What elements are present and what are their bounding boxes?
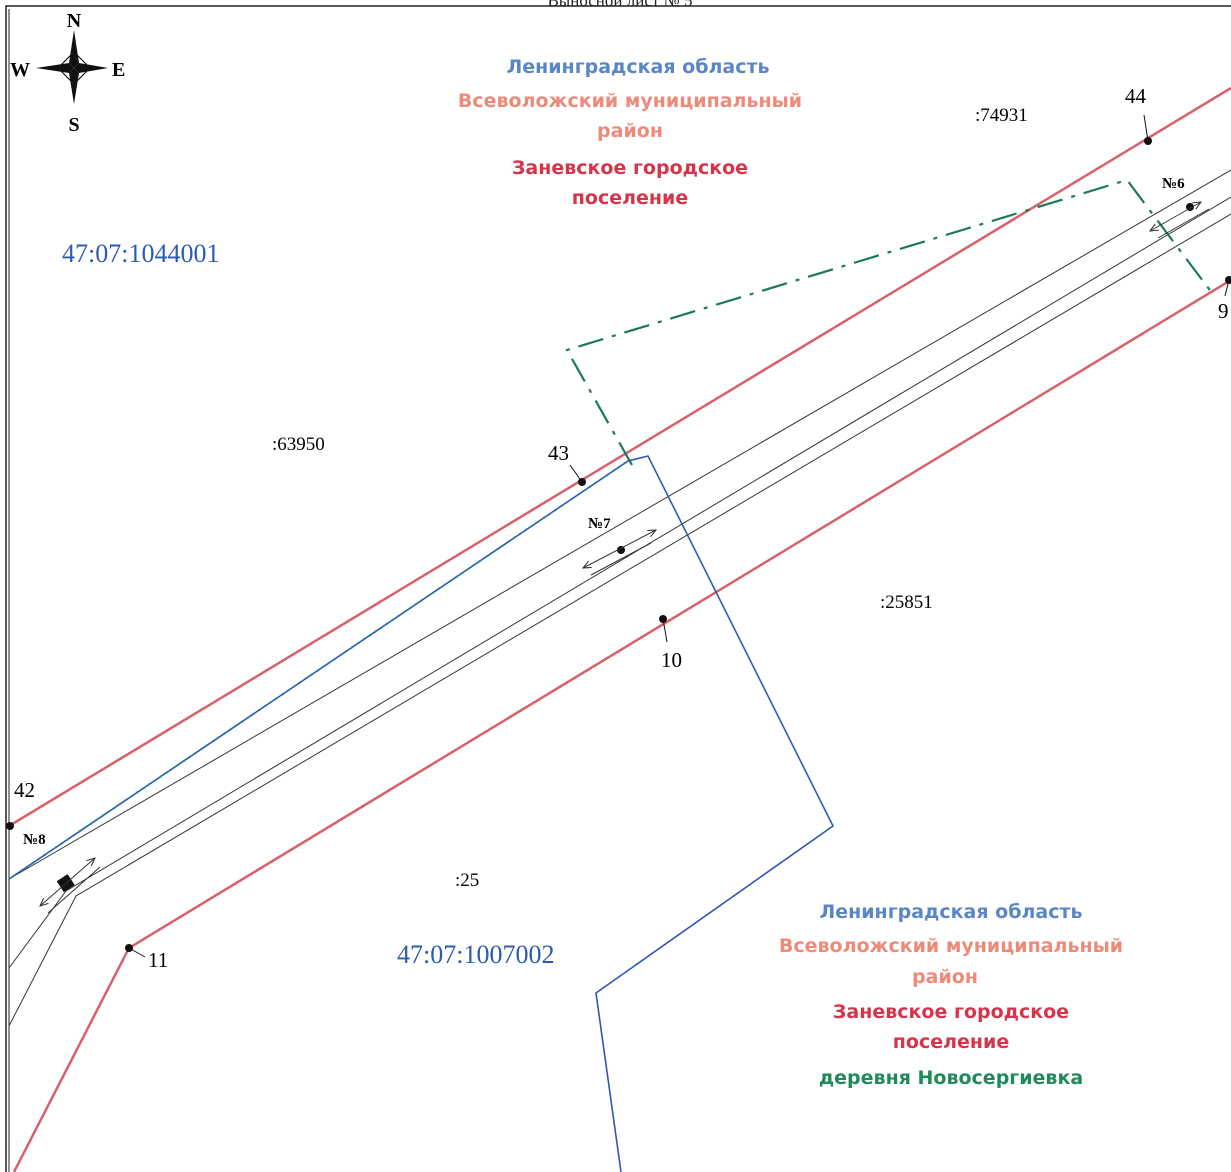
settlement-label-bottom-1: Заневское городское [833,1001,1069,1023]
parcel-label-25: :25 [455,870,479,891]
parcel-label-63950: :63950 [272,434,325,455]
district-label-top-1: Всеволожский муниципальный [458,90,802,112]
settlement-label-top-1: Заневское городское [512,157,748,179]
settlement-label-bottom-2: поселение [893,1031,1009,1053]
object-label-7: №7 [588,516,611,532]
region-label-top: Ленинградская область [506,56,769,78]
road-lines [8,169,1231,1027]
object-7: №7 [583,516,656,576]
quarter-label-1007002: 47:07:1007002 [397,940,554,969]
point-label-10: 10 [661,648,682,672]
point-label-44: 44 [1125,84,1147,108]
sheet-title: Выносной лист № 5 [547,0,692,10]
object-label-8: №8 [23,832,46,848]
district-label-top-2: район [597,120,663,142]
point-9 [1225,276,1231,284]
cadastral-boundary [8,455,835,1172]
region-label-bottom: Ленинградская область [819,901,1082,923]
object-6: №6 [1150,176,1210,239]
point-42 [6,822,14,830]
object-8: №8 [23,832,101,914]
settlement-boundary [565,178,1213,466]
admin-labels-top: Ленинградская область Всеволожский муниц… [458,56,802,209]
parcel-label-25851: :25851 [880,592,933,613]
compass-s: S [68,114,79,136]
point-label-43: 43 [548,441,569,465]
district-label-bottom-1: Всеволожский муниципальный [779,935,1123,957]
point-label-11: 11 [148,948,168,972]
village-label: деревня Новосергиевка [819,1067,1083,1089]
compass-n: N [67,10,82,32]
point-label-9: 9 [1218,299,1229,323]
map-frame [5,5,1231,1172]
object-label-6: №6 [1162,176,1185,192]
compass-w: W [10,59,30,81]
compass-rose-icon: N S E W [10,10,125,136]
point-leaders [128,114,1230,958]
compass-e: E [112,59,125,81]
district-label-bottom-2: район [912,966,978,988]
parcel-label-74931: :74931 [975,105,1028,126]
boundary-points [6,137,1231,952]
settlement-label-top-2: поселение [572,187,688,209]
point-label-42: 42 [14,778,35,802]
quarter-label-1044001: 47:07:1044001 [62,239,219,268]
admin-labels-bottom: Ленинградская область Всеволожский муниц… [779,901,1123,1089]
